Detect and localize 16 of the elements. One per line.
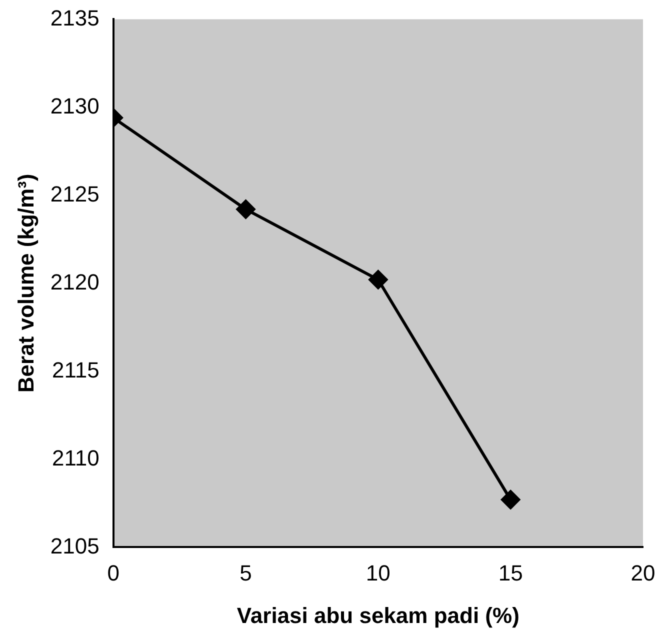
point bbox=[501, 490, 520, 510]
y-axis-title: Berat volume (kg/m³) bbox=[13, 174, 38, 393]
y-tick-label: 2135 bbox=[50, 5, 100, 30]
x-tick-label: 20 bbox=[630, 560, 656, 586]
y-tick-label: 2130 bbox=[50, 93, 100, 118]
point bbox=[368, 270, 388, 290]
y-tick-label: 2105 bbox=[50, 533, 100, 558]
y-tick-label: 2115 bbox=[52, 357, 100, 382]
x-tick-label: 0 bbox=[107, 560, 120, 586]
y-tick-label: 2110 bbox=[52, 445, 100, 470]
y-tick-label: 2120 bbox=[50, 269, 100, 294]
x-tick-label: 15 bbox=[498, 560, 523, 586]
y-tick-label: 2125 bbox=[50, 181, 100, 206]
x-tick-label: 5 bbox=[240, 560, 252, 586]
x-tick-label: 10 bbox=[366, 560, 390, 586]
x-axis-title: Variasi abu sekam padi (%) bbox=[236, 602, 520, 628]
